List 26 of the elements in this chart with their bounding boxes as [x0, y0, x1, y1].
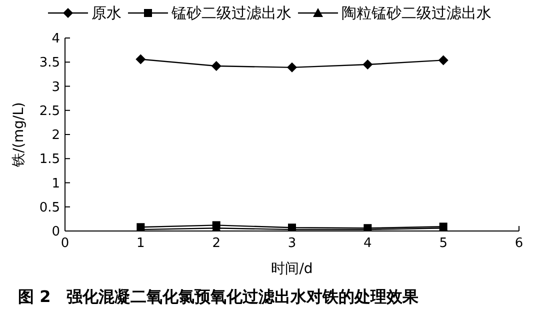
x-tick-label: 4	[364, 236, 372, 252]
y-tick-label: 4	[52, 32, 60, 47]
y-tick-label: 3	[52, 80, 60, 95]
y-tick-label: 1	[52, 176, 60, 192]
point	[136, 54, 146, 64]
x-tick-label: 5	[439, 236, 448, 252]
legend-label: 原水	[90, 4, 122, 22]
y-tick-label: 1.5	[39, 152, 60, 168]
point	[438, 55, 448, 66]
y-axis-title: 铁/(mg/L)	[10, 102, 27, 168]
x-tick-label: 6	[514, 236, 524, 252]
caption: 图 2 强化混凝二氧化氯预氧化过滤出水对铁的处理效果	[17, 287, 420, 308]
point	[211, 60, 222, 71]
x-tick-label: 1	[136, 236, 145, 252]
legend-label: 锰砂二级过滤出水	[170, 4, 292, 22]
y-tick-label: 3.5	[39, 56, 60, 71]
x-axis-title: 时间/d	[271, 261, 313, 277]
y-tick-label: 2.5	[39, 104, 60, 119]
y-tick-label: 2	[52, 128, 60, 144]
point	[362, 60, 373, 70]
x-tick-label: 2	[212, 236, 220, 252]
y-tick-label: 0	[52, 224, 60, 240]
point	[287, 62, 297, 72]
y-tick-label: 0.5	[39, 200, 60, 216]
legend-label: 陶粒锰砂二级过滤出水	[340, 4, 492, 22]
x-tick-label: 3	[288, 236, 296, 252]
